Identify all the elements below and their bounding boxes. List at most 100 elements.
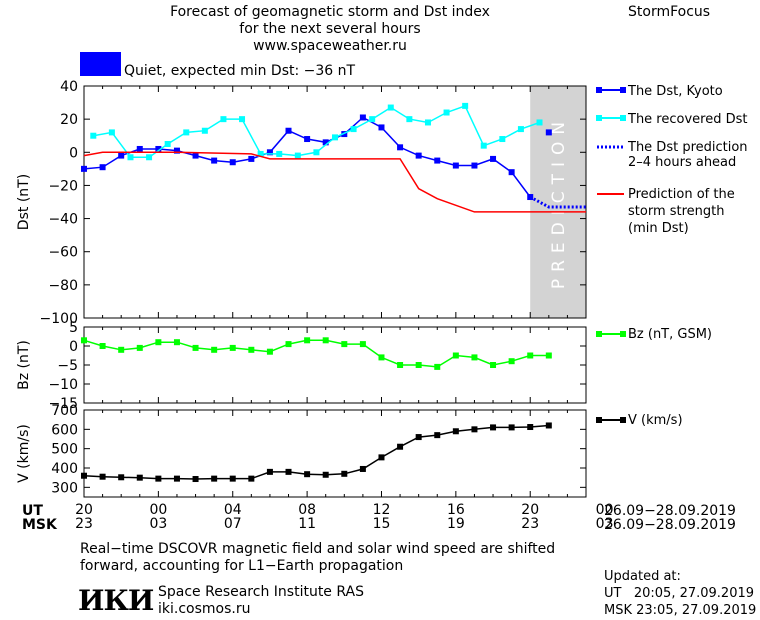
data-point-v [266, 468, 273, 475]
data-point-dst_kyoto [155, 145, 162, 152]
date-range-ut: 26.09−28.09.2019 [604, 503, 736, 519]
series-line-dst_prediction [529, 195, 586, 209]
ut-axis-label: UT [22, 503, 43, 519]
date-range-msk: 26.09−28.09.2019 [604, 517, 736, 533]
data-point-bz [471, 354, 478, 361]
data-point-v [471, 426, 478, 433]
y-tick-label: −100 [40, 311, 78, 327]
data-point-dst_recovered [220, 116, 227, 123]
data-point-dst_kyoto [471, 162, 478, 169]
panel-frame-0 [83, 85, 587, 319]
data-point-bz [266, 348, 273, 355]
site-url-link[interactable]: www.spaceweather.ru [253, 38, 407, 54]
legend-marker-dst_recovered [596, 115, 602, 121]
legend-storm-strength-1: Prediction of the [628, 187, 735, 202]
legend-marker-dst_kyoto [596, 87, 602, 93]
status-text: Quiet, expected min Dst: −36 nT [124, 63, 356, 79]
data-point-dst_recovered [350, 126, 357, 133]
msk-tick-label: 19 [447, 516, 465, 532]
msk-tick-label: 03 [596, 516, 614, 532]
legend-marker-v [620, 417, 626, 423]
data-point-dst_kyoto_tail [545, 129, 552, 136]
data-point-bz [527, 352, 534, 359]
y-axis-label: Bz (nT) [16, 340, 32, 390]
data-point-dst_recovered [536, 119, 543, 126]
y-tick-label: 40 [60, 79, 78, 95]
ut-tick-label: 08 [298, 502, 316, 518]
data-point-dst_kyoto [99, 164, 106, 171]
data-point-v [285, 468, 292, 475]
legend-dst-recovered: The recovered Dst [628, 112, 748, 127]
data-point-dst_recovered [183, 129, 190, 136]
data-point-dst_recovered [108, 129, 115, 136]
data-point-bz [229, 344, 236, 351]
data-point-v [99, 473, 106, 480]
legend-marker-bz [596, 331, 602, 337]
data-point-bz [434, 363, 441, 370]
data-point-dst_kyoto [508, 169, 515, 176]
y-tick-label: 20 [60, 112, 78, 128]
status-color-swatch [80, 52, 121, 76]
y-tick-label: −15 [48, 396, 78, 412]
data-point-bz [378, 354, 385, 361]
y-tick-label: −20 [48, 178, 78, 194]
y-tick-label: 500 [51, 442, 78, 458]
data-point-bz [99, 343, 106, 349]
data-point-dst_recovered [462, 102, 469, 109]
data-point-dst_kyoto [211, 157, 218, 164]
data-point-dst_recovered [387, 104, 394, 111]
legend-storm-strength-3: (min Dst) [628, 221, 689, 236]
data-point-dst_recovered [294, 152, 301, 159]
updated-ut: UT 20:05, 27.09.2019 [604, 586, 755, 601]
data-point-dst_kyoto [490, 155, 497, 162]
data-point-bz [248, 346, 255, 353]
data-point-dst_kyoto [192, 152, 199, 159]
data-point-v [192, 476, 199, 483]
data-point-dst_recovered [127, 154, 134, 161]
data-point-dst_kyoto [359, 114, 366, 121]
data-point-v [490, 424, 497, 431]
data-point-bz [545, 352, 552, 359]
data-point-bz [211, 346, 218, 353]
msk-tick-label: 03 [149, 516, 167, 532]
data-point-bz [192, 344, 199, 351]
data-point-bz [285, 341, 292, 348]
data-point-dst_kyoto [118, 152, 125, 159]
data-point-dst_recovered [257, 150, 264, 157]
data-point-dst_recovered [146, 154, 153, 161]
updated-label: Updated at: [604, 569, 681, 584]
data-point-bz [136, 344, 143, 351]
data-point-dst_kyoto [285, 127, 292, 134]
data-point-dst_recovered [480, 142, 487, 149]
data-point-dst_recovered [443, 109, 450, 116]
series-line-storm_strength [83, 151, 586, 213]
data-point-dst_kyoto [304, 136, 311, 143]
data-point-v [322, 471, 329, 478]
data-point-v [304, 471, 311, 478]
legend-marker-dst_recovered [620, 115, 626, 121]
institute-site-link[interactable]: iki.cosmos.ru [158, 601, 251, 617]
y-tick-label: 400 [51, 461, 78, 477]
data-point-v [508, 424, 515, 431]
data-point-v [229, 475, 236, 482]
data-point-dst_kyoto [81, 165, 87, 172]
data-point-v [415, 434, 422, 441]
y-tick-label: −40 [48, 212, 78, 228]
data-point-v [211, 475, 218, 482]
footer-note-line-1: Real−time DSCOVR magnetic field and sola… [80, 541, 556, 557]
ut-tick-label: 00 [596, 502, 614, 518]
data-point-v [248, 475, 255, 482]
data-point-bz [173, 339, 180, 346]
data-point-dst_kyoto [173, 147, 180, 154]
data-point-bz [155, 339, 162, 346]
chart-title-line-2: for the next several hours [239, 21, 421, 37]
data-point-dst_kyoto [397, 144, 404, 151]
data-point-v [136, 474, 143, 481]
series-line-bz [83, 339, 549, 368]
data-point-dst_recovered [164, 141, 171, 147]
data-point-v [359, 465, 366, 472]
data-point-dst_recovered [424, 119, 431, 126]
ut-tick-label: 20 [75, 502, 93, 518]
data-point-dst_recovered [517, 126, 524, 133]
